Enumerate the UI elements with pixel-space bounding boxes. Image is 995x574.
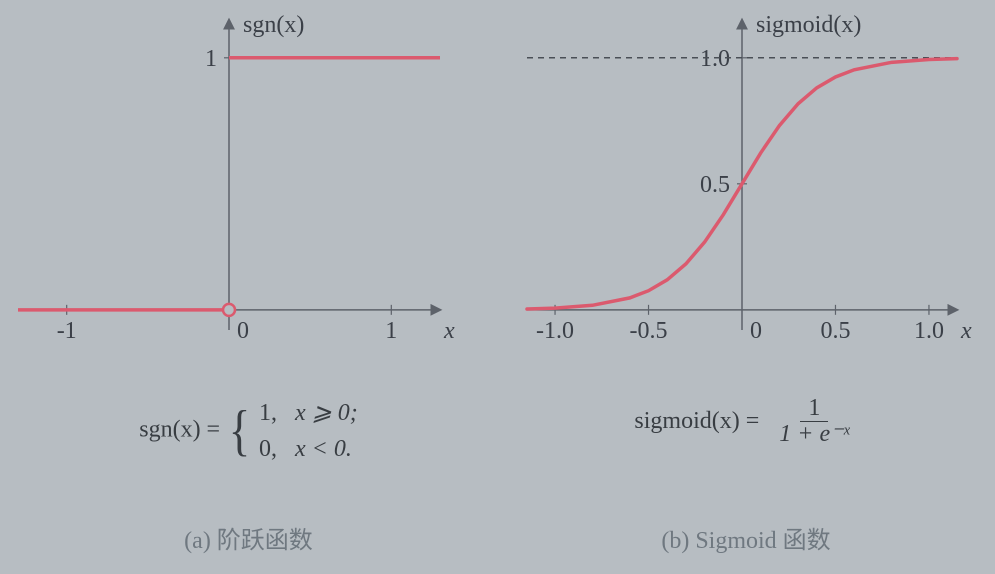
svg-text:sigmoid(x): sigmoid(x) [756, 12, 861, 38]
svg-text:0.5: 0.5 [820, 318, 850, 344]
case1-cond: x ⩾ 0; [295, 400, 358, 426]
left-panel: sgn(x) -1 0 1 x 1 sgn(x) = { 1, x ⩾ 0; 0, x <… [0, 0, 497, 574]
sgn-formula-cases: { 1, x ⩾ 0; 0, x < 0. [226, 395, 358, 467]
case1-value: 1, [259, 400, 277, 426]
svg-text:-0.5: -0.5 [630, 318, 668, 344]
svg-text:-1.0: -1.0 [536, 318, 574, 344]
case2-value: 0, [259, 436, 277, 462]
sgn-formula: sgn(x) = { 1, x ⩾ 0; 0, x < 0. [0, 395, 497, 467]
left-brace-glyph: { [229, 407, 251, 455]
sigmoid-formula-fraction: 1 1 + e⁻ˣ [771, 395, 857, 448]
svg-text:sgn(x): sgn(x) [243, 12, 304, 38]
right-panel: sigmoid(x) -1.0 -0.5 0 0.5 1.0 x 0.5 1.0 sigmoid… [497, 0, 995, 574]
right-caption: (b) Sigmoid 函数 [497, 520, 995, 555]
sigmoid-chart: sigmoid(x) -1.0 -0.5 0 0.5 1.0 x 0.5 1.0 [497, 0, 995, 380]
svg-text:1.0: 1.0 [914, 318, 944, 344]
fraction-denominator: 1 + e⁻ˣ [771, 421, 857, 447]
svg-text:0: 0 [237, 318, 249, 344]
svg-text:x: x [960, 318, 972, 344]
svg-text:1: 1 [205, 46, 217, 72]
svg-text:0.5: 0.5 [700, 172, 730, 198]
left-caption: (a) 阶跃函数 [0, 520, 497, 555]
svg-text:1: 1 [385, 318, 397, 344]
svg-text:-1: -1 [57, 318, 77, 344]
sgn-formula-prefix: sgn(x) = [139, 417, 226, 443]
svg-text:x: x [443, 318, 455, 344]
sigmoid-formula: sigmoid(x) = 1 1 + e⁻ˣ [497, 395, 995, 448]
fraction-numerator: 1 [800, 395, 828, 422]
sgn-chart: sgn(x) -1 0 1 x 1 [0, 0, 497, 380]
case2-cond: x < 0. [295, 436, 352, 462]
svg-text:1.0: 1.0 [700, 46, 730, 72]
sigmoid-formula-prefix: sigmoid(x) = [634, 408, 765, 434]
svg-text:0: 0 [750, 318, 762, 344]
